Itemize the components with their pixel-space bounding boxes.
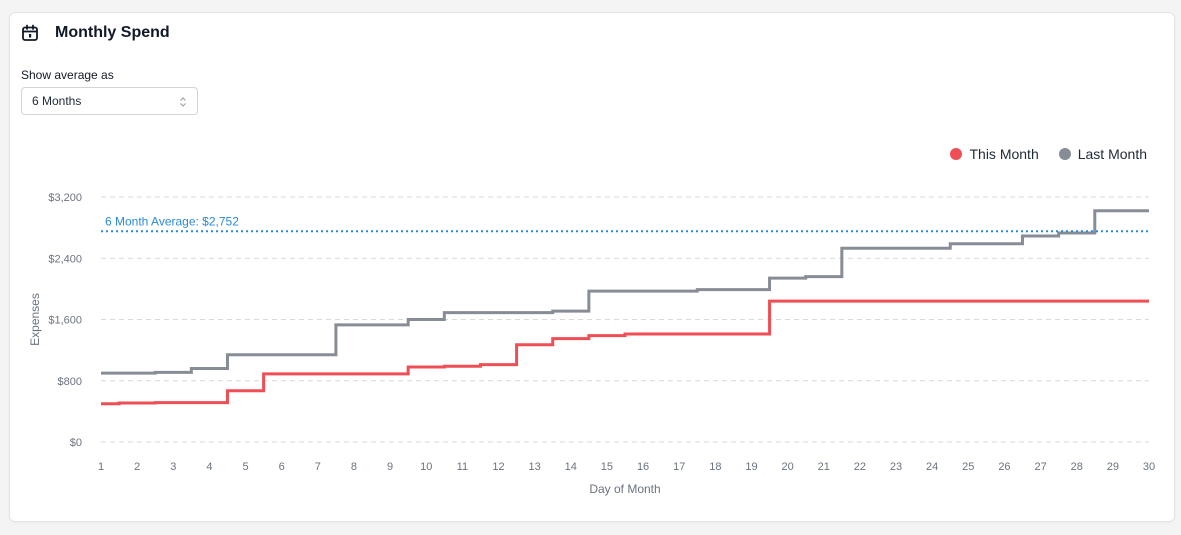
x-tick-label-23: 24 bbox=[926, 461, 938, 473]
series-line-last-month bbox=[101, 209, 1149, 375]
y-tick-label-0: $0 bbox=[70, 437, 82, 449]
x-tick-label-15: 16 bbox=[637, 461, 649, 473]
legend-label-last-month: Last Month bbox=[1077, 146, 1147, 162]
x-tick-label-16: 17 bbox=[673, 461, 685, 473]
x-tick-label-10: 11 bbox=[457, 461, 468, 473]
x-tick-label-14: 15 bbox=[601, 461, 613, 473]
x-tick-label-3: 4 bbox=[206, 461, 212, 473]
x-tick-label-1: 2 bbox=[134, 461, 140, 473]
series-line-this-month bbox=[101, 299, 1149, 406]
x-tick-label-25: 26 bbox=[998, 461, 1010, 473]
chart-legend: This Month Last Month bbox=[930, 146, 1147, 162]
x-tick-label-19: 20 bbox=[781, 461, 793, 473]
x-tick-label-6: 7 bbox=[315, 461, 321, 473]
x-tick-label-22: 23 bbox=[890, 461, 902, 473]
x-tick-label-28: 29 bbox=[1107, 461, 1119, 473]
x-tick-label-4: 5 bbox=[242, 461, 248, 473]
average-select-label: Show average as bbox=[21, 68, 114, 82]
legend-dot-this-month bbox=[950, 148, 963, 160]
card-title: Monthly Spend bbox=[55, 24, 170, 41]
x-tick-label-21: 22 bbox=[854, 461, 866, 473]
x-tick-label-17: 18 bbox=[709, 461, 721, 473]
legend-label-this-month: This Month bbox=[969, 146, 1039, 162]
chevron-up-down-icon bbox=[180, 97, 186, 107]
monthly-spend-card bbox=[9, 12, 1175, 522]
x-tick-label-20: 21 bbox=[818, 461, 830, 473]
x-tick-label-7: 8 bbox=[351, 461, 357, 473]
y-tick-label-2: $1,600 bbox=[48, 315, 82, 327]
x-tick-label-26: 27 bbox=[1034, 461, 1046, 473]
legend-item-this-month[interactable]: This Month bbox=[950, 146, 1039, 162]
y-tick-label-3: $2,400 bbox=[48, 253, 82, 265]
x-tick-label-29: 30 bbox=[1143, 461, 1155, 473]
average-period-value: 6 Months bbox=[32, 94, 82, 108]
legend-dot-last-month bbox=[1058, 148, 1071, 160]
x-tick-label-2: 3 bbox=[170, 461, 176, 473]
average-reference-label: 6 Month Average: $2,752 bbox=[105, 214, 239, 228]
y-tick-label-4: $3,200 bbox=[48, 192, 82, 204]
legend-item-last-month[interactable]: Last Month bbox=[1058, 146, 1147, 162]
average-period-select[interactable]: 6 Months bbox=[21, 87, 198, 115]
card-header: Monthly Spend bbox=[21, 22, 170, 44]
x-tick-label-0: 1 bbox=[98, 461, 104, 473]
x-tick-label-18: 19 bbox=[745, 461, 757, 473]
x-tick-label-24: 25 bbox=[962, 461, 974, 473]
x-tick-label-11: 12 bbox=[492, 461, 504, 473]
x-tick-label-5: 6 bbox=[279, 461, 285, 473]
y-tick-label-1: $800 bbox=[58, 376, 82, 388]
calendar-icon bbox=[22, 24, 38, 41]
x-tick-label-8: 9 bbox=[387, 461, 393, 473]
x-tick-label-9: 10 bbox=[420, 461, 432, 473]
x-tick-label-27: 28 bbox=[1071, 461, 1083, 473]
x-tick-label-12: 13 bbox=[529, 461, 541, 473]
x-axis-label: Day of Month bbox=[589, 482, 660, 496]
x-tick-label-13: 14 bbox=[565, 461, 577, 473]
y-axis-label: Expenses bbox=[28, 293, 42, 346]
